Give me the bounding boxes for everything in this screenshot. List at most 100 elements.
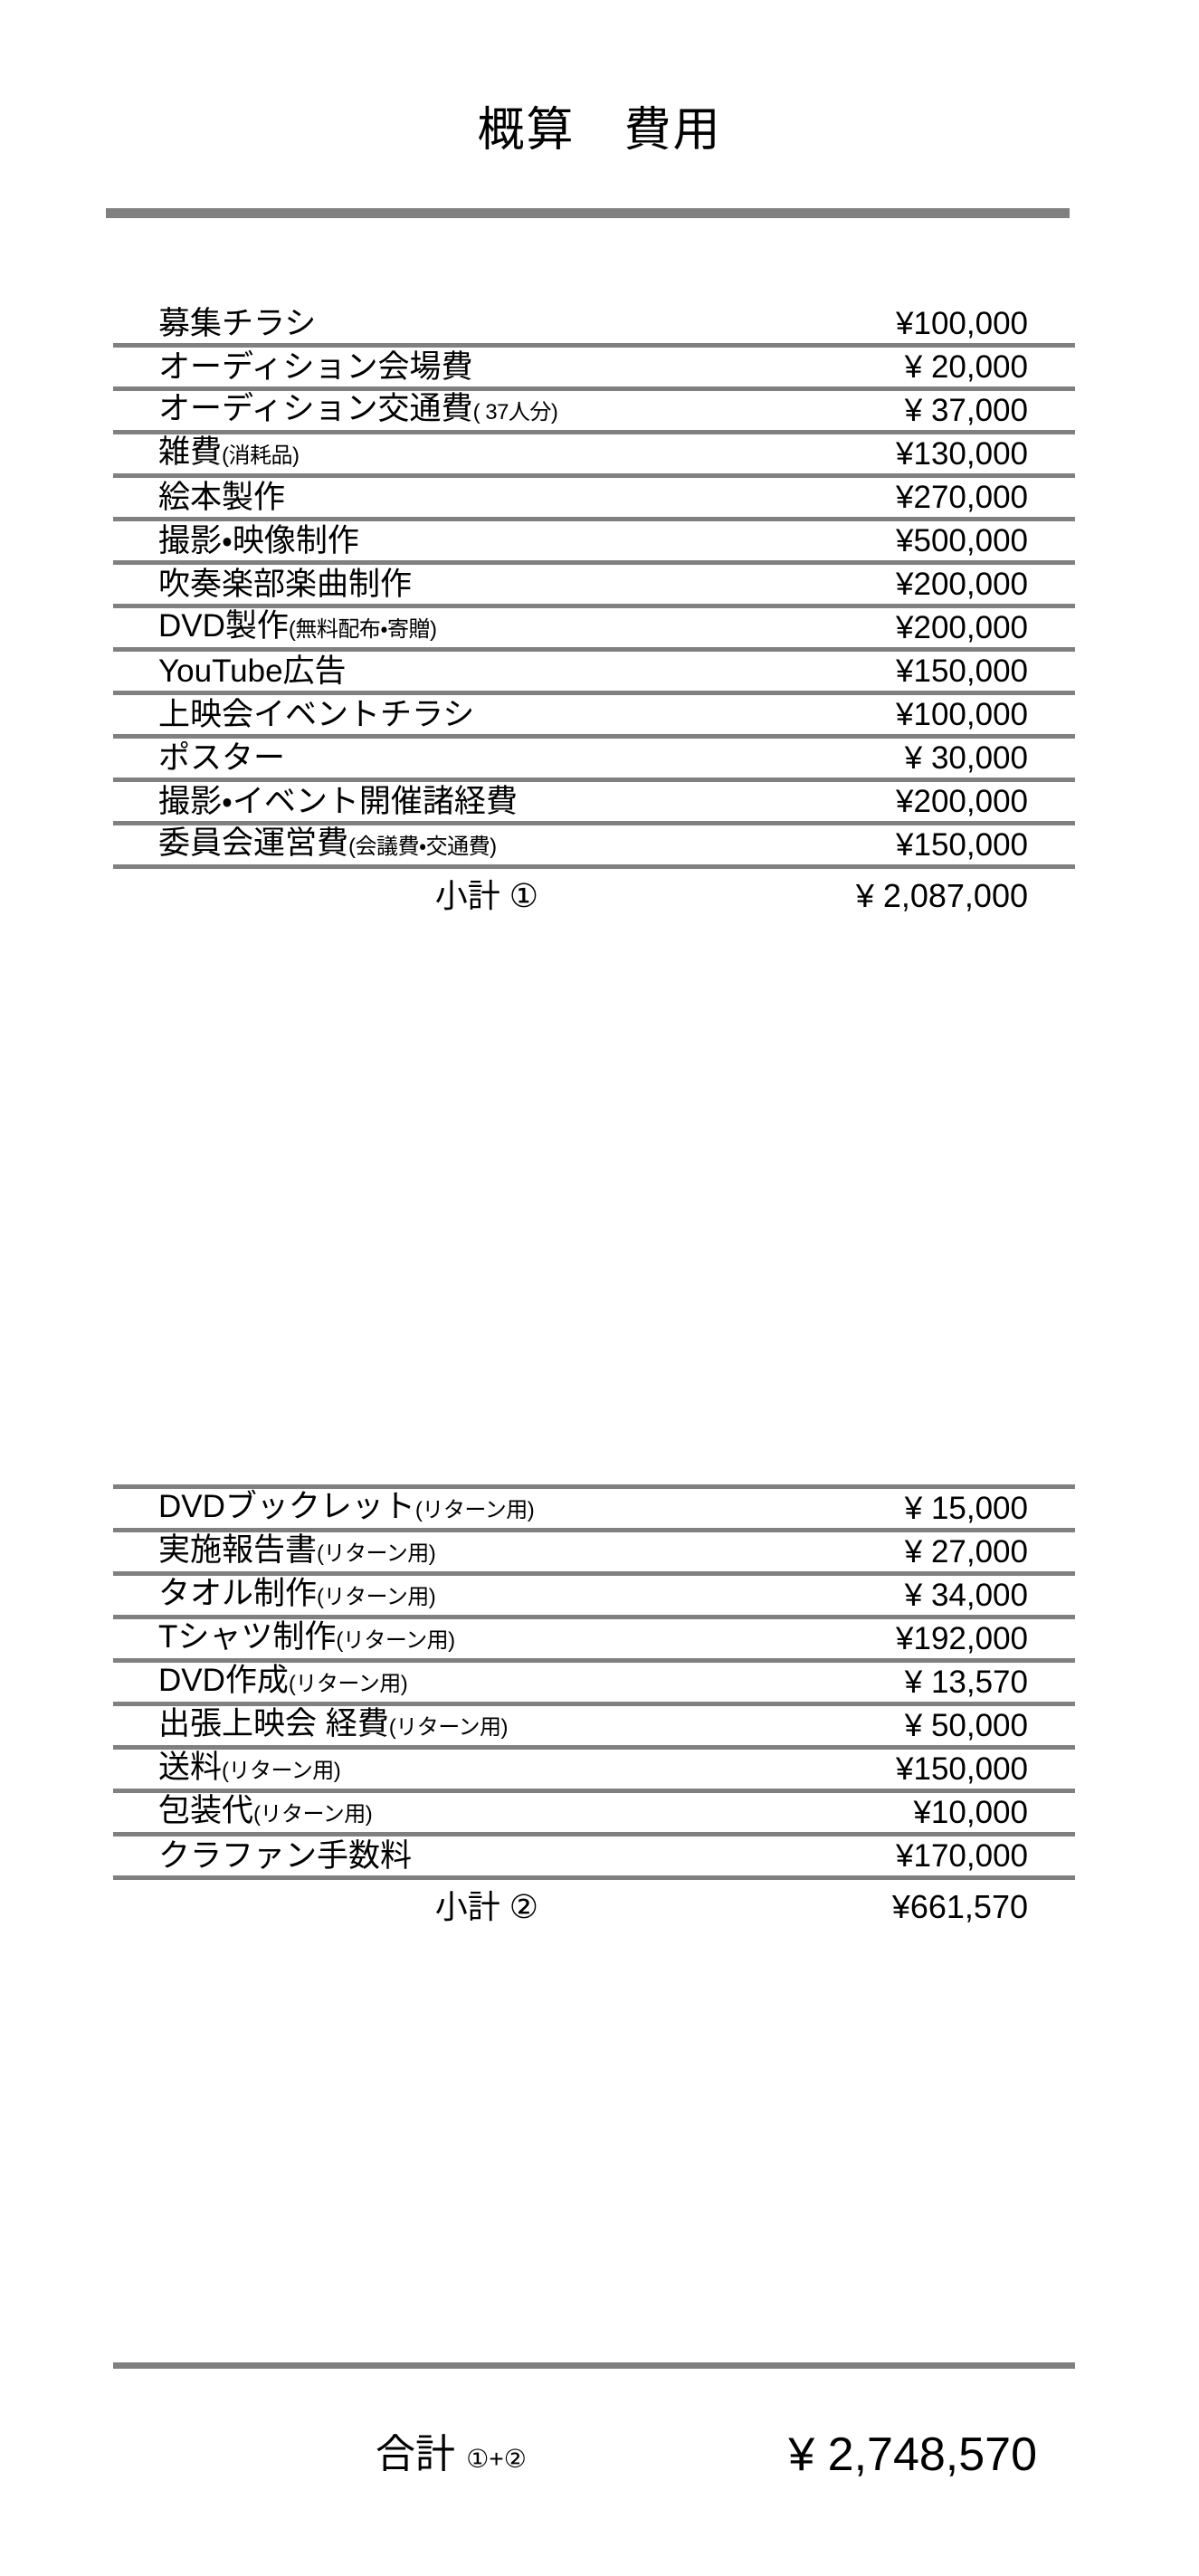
table-row: タオル制作(リターン用) ¥ 34,000 [113,1576,1075,1615]
table-row: 撮影・映像制作 ¥500,000 [113,521,1075,560]
table-row: 実施報告書(リターン用) ¥ 27,000 [113,1532,1075,1571]
row-label-text: Tシャツ制作 [158,1619,337,1655]
row-label: オーディション交通費( 37人分) [113,389,558,432]
page-title: 概算 費用 [477,104,722,157]
row-label: 実施報告書(リターン用) [113,1531,436,1573]
row-label-note: (会議費・交通費) [348,835,497,859]
row-label-text: オーディション交通費 [158,391,473,426]
row-label-text: 上映会イベントチラシ [158,697,475,732]
row-amount: ¥100,000 [896,306,1028,341]
row-label: YouTube広告 [113,652,347,691]
row-label-text: 撮影・映像制作 [158,523,359,558]
row-label-text: 包装代 [158,1793,254,1828]
row-amount: ¥170,000 [896,1838,1028,1874]
row-label-text: DVDブックレット [158,1489,415,1524]
row-label: 委員会運営費(会議費・交通費) [113,824,497,866]
row-amount: ¥ 27,000 [904,1534,1028,1569]
row-separator-rule [113,691,1075,695]
row-label: DVDブックレット(リターン用) [113,1487,535,1530]
row-label-note: (消耗品) [222,444,300,468]
table-row: オーディション会場費 ¥ 20,000 [113,348,1075,386]
table-row: 雑費(消耗品) ¥130,000 [113,434,1075,473]
row-amount: ¥ 15,000 [904,1491,1028,1526]
row-amount: ¥10,000 [913,1795,1028,1830]
row-separator-rule [113,821,1075,825]
row-label-note: (リターン用) [317,1541,436,1566]
row-amount: ¥200,000 [896,610,1028,645]
table-row: 撮影・イベント開催諸経費 ¥200,000 [113,782,1075,821]
table-row: 出張上映会 経費(リターン用) ¥ 50,000 [113,1706,1075,1745]
row-label-note: (無料配布・寄贈) [288,617,437,642]
grand-total-label: 合計 ①+② [376,2419,527,2495]
row-label-note: (リターン用) [222,1759,341,1783]
section-two-top-rule [113,1484,1075,1489]
row-label-text: 撮影・イベント開催諸経費 [158,784,518,819]
row-label-text: DVD製作 [158,608,289,644]
table-row: ポスター ¥ 30,000 [113,739,1075,778]
row-separator-rule [113,560,1075,565]
row-amount: ¥ 34,000 [904,1578,1028,1613]
row-separator-rule [113,1615,1075,1619]
table-row: 上映会イベントチラシ ¥100,000 [113,695,1075,734]
subtotal-label-one: 小計 ① [434,877,538,914]
table-row: YouTube広告 ¥150,000 [113,652,1075,691]
row-amount: ¥200,000 [896,567,1028,602]
row-label-text: DVD作成 [158,1663,289,1698]
row-separator-rule [113,1702,1075,1706]
table-row: クラファン手数料 ¥170,000 [113,1837,1075,1875]
cost-table-section-two: DVDブックレット(リターン用) ¥ 15,000 実施報告書(リターン用) ¥ 27… [113,1484,1075,1934]
row-amount: ¥150,000 [896,654,1028,689]
row-separator-rule [113,778,1075,782]
subtotal-label-two: 小計 ② [434,1888,538,1925]
row-amount: ¥ 37,000 [904,393,1028,428]
subtotal-amount-two: ¥661,570 [891,1888,1028,1925]
row-label: Tシャツ制作(リターン用) [113,1617,455,1660]
row-amount: ¥500,000 [896,523,1028,558]
row-separator-rule [113,1528,1075,1532]
row-label-text: YouTube広告 [158,654,347,689]
row-label-text: 委員会運営費 [158,825,349,861]
row-label: オーディション会場費 [113,348,473,386]
subtotal-row-two: 小計 ② ¥661,570 [113,1880,1075,1934]
row-label-note: ( 37人分) [472,400,558,425]
grand-total-amount: ¥ 2,748,570 [788,2428,1037,2481]
row-label-text: クラファン手数料 [158,1838,413,1874]
row-amount: ¥192,000 [896,1621,1028,1656]
row-separator-rule [113,734,1075,739]
row-label: タオル制作(リターン用) [113,1574,436,1617]
grand-total-formula: ①+② [466,2445,527,2473]
row-label-note: (リターン用) [336,1628,455,1653]
row-label: 出張上映会 経費(リターン用) [113,1704,509,1747]
row-amount: ¥ 30,000 [904,740,1028,776]
row-separator-rule [113,1745,1075,1750]
row-separator-rule [113,1658,1075,1663]
subtotal-amount-one: ¥ 2,087,000 [855,877,1028,914]
row-label: 送料(リターン用) [113,1748,341,1790]
table-row: DVDブックレット(リターン用) ¥ 15,000 [113,1489,1075,1528]
row-label: 絵本製作 [113,478,285,517]
row-separator-rule [113,386,1075,391]
row-separator-rule [113,864,1075,869]
row-amount: ¥100,000 [896,697,1028,732]
row-separator-rule [113,343,1075,348]
row-separator-rule [113,1789,1075,1793]
row-label-text: ポスター [158,740,286,776]
row-label: 雑費(消耗品) [113,433,300,475]
row-separator-rule [113,517,1075,521]
row-amount: ¥150,000 [896,827,1028,863]
row-label-note: (リターン用) [414,1498,535,1522]
table-row: オーディション交通費( 37人分) ¥ 37,000 [113,391,1075,430]
row-amount: ¥ 20,000 [904,349,1028,385]
table-row: 委員会運営費(会議費・交通費) ¥150,000 [113,825,1075,864]
row-separator-rule [113,647,1075,652]
subtotal-row-one: 小計 ① ¥ 2,087,000 [113,869,1075,923]
table-row: Tシャツ制作(リターン用) ¥192,000 [113,1619,1075,1658]
row-label-text: 募集チラシ [158,306,317,341]
row-label-text: 雑費 [158,434,223,470]
row-label-text: オーディション会場費 [158,349,473,385]
grand-total-separator-rule [113,2362,1075,2369]
row-label: クラファン手数料 [113,1837,412,1875]
row-amount: ¥200,000 [896,784,1028,819]
table-row: 吹奏楽部楽曲制作 ¥200,000 [113,565,1075,604]
